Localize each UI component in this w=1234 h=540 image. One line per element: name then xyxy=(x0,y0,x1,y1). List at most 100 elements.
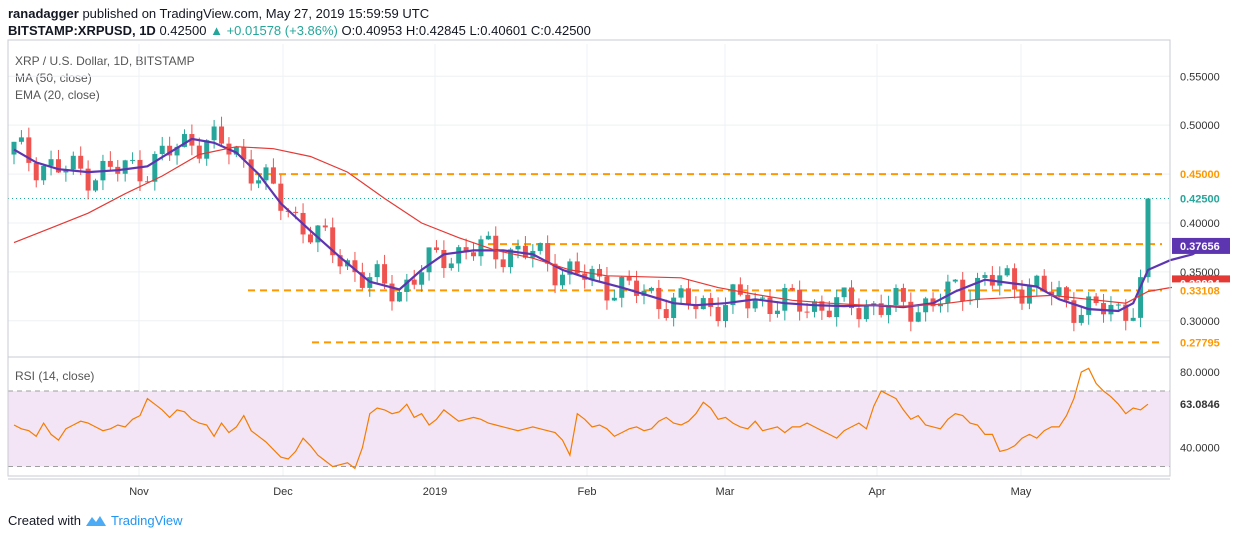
ema-20-line xyxy=(13,137,1208,313)
x-tick-label: Nov xyxy=(129,486,149,498)
candle-body xyxy=(737,284,743,295)
symbol-line: BITSTAMP:XRPUSD, 1D 0.42500 ▲ +0.01578 (… xyxy=(8,22,591,39)
last-price: 0.42500 xyxy=(159,23,207,38)
candle-body xyxy=(834,297,840,318)
candle-body xyxy=(708,298,714,308)
candle-body xyxy=(130,159,136,161)
candle-body xyxy=(559,274,565,286)
candle-body xyxy=(330,227,336,256)
candle-body xyxy=(33,162,39,181)
candle-body xyxy=(626,276,632,281)
x-tick-label: Dec xyxy=(273,486,293,498)
candle-body xyxy=(752,298,758,309)
candle-body xyxy=(1012,268,1018,290)
candle-body xyxy=(55,159,61,173)
candle-body xyxy=(1071,300,1077,323)
candle-body xyxy=(404,279,410,292)
candle-body xyxy=(1115,304,1121,306)
candle-body xyxy=(137,159,143,182)
candle-body xyxy=(433,247,439,250)
candle-body xyxy=(374,264,380,278)
price-label-bg xyxy=(1172,166,1230,183)
candle-body xyxy=(671,297,677,319)
candle-body xyxy=(315,225,321,243)
y-tick-label: 0.40000 xyxy=(1180,218,1220,230)
price-labels: 0.450000.425000.378350.376560.338240.331… xyxy=(1172,166,1230,413)
candle-body xyxy=(1004,268,1010,276)
footer: Created with TradingView xyxy=(8,513,183,528)
candle-body xyxy=(811,301,817,312)
candle-body xyxy=(248,159,254,184)
candle-body xyxy=(849,287,855,309)
candle-body xyxy=(352,260,358,273)
candle-body xyxy=(174,146,180,156)
candle-body xyxy=(493,235,499,260)
candle-body xyxy=(774,310,780,315)
candle-body xyxy=(685,288,691,305)
candle-body xyxy=(960,279,966,302)
rsi-band xyxy=(8,391,1170,467)
candle-body xyxy=(211,126,217,141)
price-label-bg xyxy=(1172,190,1230,207)
chart-header: ranadagger published on TradingView.com,… xyxy=(8,5,591,39)
candle-body xyxy=(893,288,899,305)
rsi-panel xyxy=(8,367,1170,470)
price-label: 0.37656 xyxy=(1180,241,1220,253)
price-label-bg xyxy=(1172,237,1230,254)
x-tick-label: Mar xyxy=(716,486,735,498)
x-tick-label: May xyxy=(1011,486,1032,498)
candle-body xyxy=(937,303,943,307)
candle-body xyxy=(900,288,906,302)
candle-body xyxy=(219,126,225,144)
author-name[interactable]: ranadagger xyxy=(8,6,79,21)
candle-body xyxy=(723,305,729,322)
candle-body xyxy=(597,268,603,277)
candle-body xyxy=(463,247,469,253)
candle-body xyxy=(1026,286,1032,304)
candle-body xyxy=(485,235,491,240)
candle-body xyxy=(508,249,514,268)
chart-frame xyxy=(7,39,1171,477)
tradingview-brand[interactable]: TradingView xyxy=(110,513,183,528)
candle-body xyxy=(70,155,76,170)
candle-body xyxy=(856,308,862,320)
candle-body xyxy=(307,234,313,243)
candle-body xyxy=(841,287,847,298)
candle-body xyxy=(915,312,921,322)
candle-body xyxy=(322,225,328,228)
created-with-text: Created with xyxy=(8,513,81,528)
candle-body xyxy=(1049,291,1055,296)
candle-body xyxy=(663,309,669,319)
candle-body xyxy=(1130,317,1136,321)
candle-body xyxy=(107,160,113,167)
candle-body xyxy=(1078,314,1084,323)
candle-body xyxy=(26,137,32,163)
x-tick-label: 2019 xyxy=(423,486,447,498)
candle-body xyxy=(789,287,795,290)
candle-body xyxy=(11,141,17,155)
candle-body xyxy=(1086,296,1092,315)
candle-body xyxy=(522,245,528,258)
candle-body xyxy=(693,304,699,310)
chart-legend-title: XRP / U.S. Dollar, 1D, BITSTAMP xyxy=(15,54,195,68)
price-label: 0.42500 xyxy=(1180,194,1220,206)
candle-body xyxy=(456,247,462,264)
candle-body xyxy=(478,239,484,257)
candle-body xyxy=(241,146,247,160)
candle-body xyxy=(730,284,736,306)
candle-body xyxy=(589,268,595,280)
candle-body xyxy=(18,137,24,142)
candle-body xyxy=(1145,198,1151,278)
candle-body xyxy=(93,180,99,191)
candle-body xyxy=(886,304,892,315)
candle-body xyxy=(1056,287,1062,296)
candle-body xyxy=(278,183,284,211)
candle-body xyxy=(204,140,210,159)
candle-body xyxy=(181,134,187,147)
candle-body xyxy=(293,211,299,213)
candle-body xyxy=(419,272,425,285)
candle-body xyxy=(471,252,477,257)
x-tick-label: Feb xyxy=(578,486,597,498)
candle-body xyxy=(537,243,543,251)
